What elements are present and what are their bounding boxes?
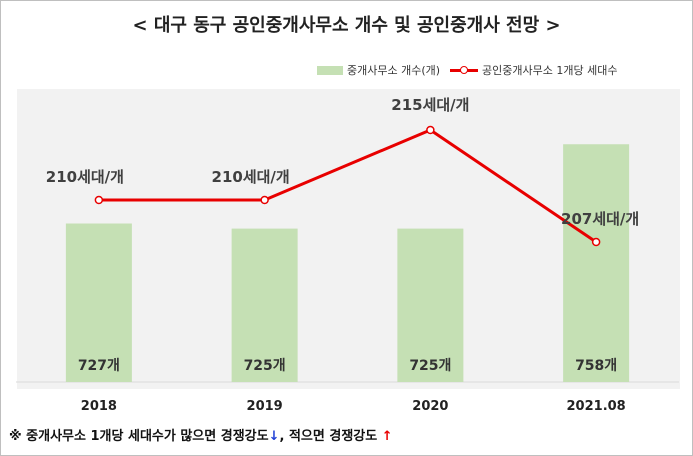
- arrow-down-icon: ↓: [268, 429, 280, 444]
- bar-1: [231, 228, 298, 382]
- line-data-label-1: 210세대/개: [212, 168, 290, 186]
- footnote-text-1: ※ 중개사무소 1개당 세대수가 많으면 경쟁강도: [9, 429, 269, 444]
- bar-data-label-2: 725개: [409, 358, 451, 374]
- line-data-label-0: 210세대/개: [46, 168, 124, 186]
- bar-3: [563, 144, 630, 382]
- bar-2: [397, 228, 464, 382]
- legend-item-bar: 중개사무소 개수(개): [317, 62, 440, 78]
- bar-0: [65, 223, 132, 382]
- legend-swatch-bar: [317, 65, 343, 75]
- chart-title: < 대구 동구 공인중개사무소 개수 및 공인중개사 전망 >: [132, 15, 561, 36]
- legend-label-bar: 중개사무소 개수(개): [347, 64, 441, 77]
- line-point-0: [94, 195, 104, 205]
- footnote-text-2: , 적으면 경쟁강도: [279, 429, 382, 444]
- line-data-label-2: 215세대/개: [391, 96, 469, 114]
- line-data-label-3: 207세대/개: [561, 210, 639, 228]
- x-tick-label-3: 2021.08: [567, 399, 626, 414]
- line-point-3: [591, 237, 601, 247]
- legend-label-line: 공인중개사무소 1개당 세대수: [482, 64, 618, 77]
- bar-data-label-3: 758개: [575, 358, 617, 374]
- line-point-2: [426, 125, 435, 135]
- bar-data-label-1: 725개: [244, 358, 286, 374]
- x-tick-label-2: 2020: [412, 399, 448, 414]
- legend: 중개사무소 개수(개) 공인중개사무소 1개당 세대수: [317, 61, 627, 79]
- line-series: [98, 128, 597, 244]
- legend-item-line: 공인중개사무소 1개당 세대수: [450, 62, 617, 78]
- x-tick-label-0: 2018: [81, 399, 117, 414]
- footnote: ※ 중개사무소 1개당 세대수가 많으면 경쟁강도↓, 적으면 경쟁강도 ↑: [9, 425, 393, 444]
- bar-data-label-0: 727개: [78, 358, 120, 374]
- x-tick-label-1: 2019: [247, 399, 283, 414]
- arrow-up-icon: ↑: [381, 429, 393, 444]
- line-point-1: [260, 195, 269, 205]
- legend-swatch-line: [450, 65, 479, 75]
